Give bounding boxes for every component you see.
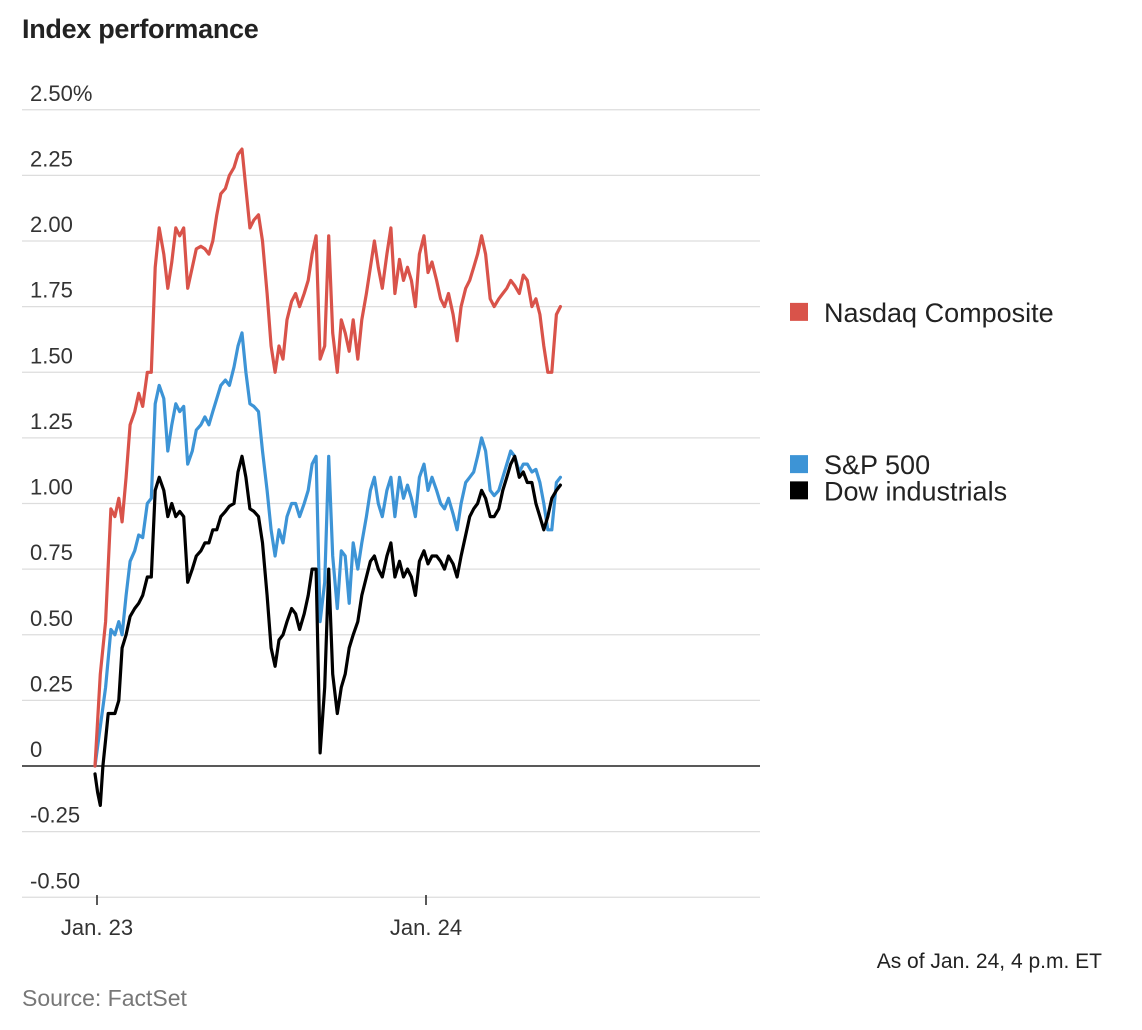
source-note: Source: FactSet [22,985,187,1011]
y-tick-label: 0 [30,737,42,762]
legend-label: Nasdaq Composite [824,298,1054,328]
y-tick-label: 0.50 [30,606,73,631]
x-tick-label: Jan. 24 [390,915,462,940]
y-tick-label: -0.50 [30,868,80,893]
y-tick-label: 2.50% [30,81,92,106]
legend-swatch [790,302,808,321]
y-tick-label: 0.25 [30,671,73,696]
y-tick-label: 1.25 [30,409,73,434]
series-lines [93,147,562,807]
y-tick-label: -0.25 [30,803,80,828]
y-tick-label: 2.00 [30,212,73,237]
y-tick-label: 1.75 [30,278,73,303]
y-tick-label: 1.50 [30,343,73,368]
series-line-dow-industrials [93,454,562,807]
y-tick-label: 1.00 [30,475,73,500]
chart-title: Index performance [22,14,259,44]
y-tick-label: 0.75 [30,540,73,565]
series-line-nasdaq-composite [93,147,562,768]
timestamp-note: As of Jan. 24, 4 p.m. ET [876,950,1102,973]
legend-swatch [790,455,808,474]
x-tick-label: Jan. 23 [61,915,133,940]
legend-label: S&P 500 [824,450,930,480]
series-line-s-p-500 [93,331,562,768]
x-axis-ticks: Jan. 23 Jan. 24 [61,895,462,940]
legend-label: Dow industrials [824,476,1007,506]
legend-swatch [790,481,808,500]
y-axis-ticks: -0.50 -0.25 0 0.25 0.50 0.75 1.00 1.25 1.50 1.75 2… [30,81,92,894]
y-tick-label: 2.25 [30,146,73,171]
